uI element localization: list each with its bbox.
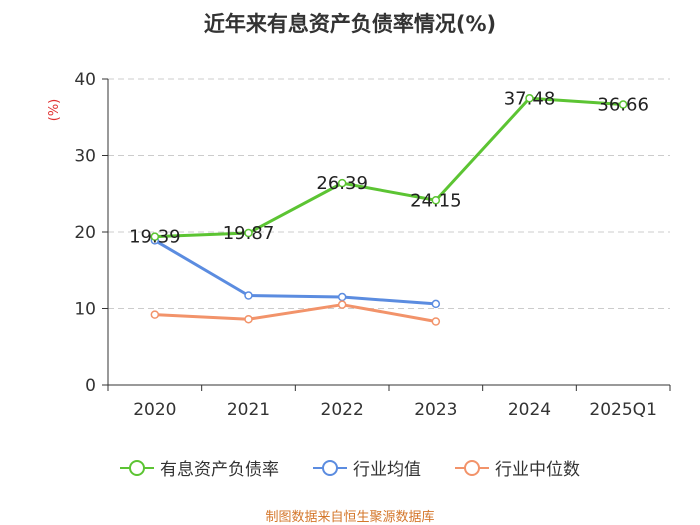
legend-item-industry-mean[interactable]: 行业均值	[313, 455, 421, 480]
y-axis-label: (%)	[47, 99, 62, 122]
data-point	[431, 317, 441, 326]
source-note: 制图数据来自恒生聚源数据库	[265, 510, 435, 525]
series-line	[154, 303, 437, 323]
x-tick-label: 2021	[227, 400, 270, 420]
x-tick-label: 2020	[133, 400, 176, 420]
legend-swatch-orange	[455, 459, 489, 476]
legend-label: 行业中位数	[495, 460, 580, 480]
data-point	[150, 232, 160, 241]
data-point	[431, 299, 441, 309]
data-point	[525, 94, 534, 103]
data-labels: 19.39 19.87 26.39 24.15 37.48 36.66	[129, 88, 649, 247]
data-point	[431, 196, 441, 205]
legend-label: 有息资产负债率	[160, 460, 279, 480]
legend-swatch-green	[120, 459, 154, 476]
y-tick-label: 10	[74, 300, 96, 320]
data-label: 36.66	[597, 95, 649, 116]
data-point	[337, 178, 347, 188]
y-tick-label: 40	[74, 70, 96, 90]
y-tick-label: 0	[85, 376, 96, 396]
data-point	[618, 100, 628, 109]
data-label: 19.39	[129, 227, 181, 248]
data-point	[244, 314, 253, 324]
data-point	[150, 310, 160, 319]
data-label: 19.87	[223, 223, 275, 244]
x-tick-label: 2025Q1	[589, 400, 656, 420]
legend-swatch-blue	[313, 459, 347, 476]
legend-item-industry-median[interactable]: 行业中位数	[455, 455, 580, 480]
data-point	[244, 291, 253, 300]
legend-label: 行业均值	[353, 460, 421, 480]
data-label: 24.15	[410, 190, 462, 211]
data-label: 26.39	[316, 173, 368, 194]
data-point	[337, 292, 347, 302]
data-point	[337, 300, 347, 309]
legend-item-interest-debt-ratio[interactable]: 有息资产负债率	[120, 455, 279, 480]
x-tick-label: 2024	[508, 400, 551, 420]
y-tick-label: 20	[74, 223, 96, 243]
legend: 有息资产负债率 行业均值 行业中位数	[0, 455, 700, 480]
chart-title: 近年来有息资产负债率情况(%)	[203, 12, 497, 36]
grid-lines	[108, 78, 670, 309]
axes: 0 10 20 30 40 (%) 2020 2021 2022 2023 2024 2025Q1	[47, 70, 671, 420]
data-label: 37.48	[504, 88, 556, 109]
series-line	[154, 239, 436, 306]
x-tick-label: 2023	[414, 400, 457, 420]
y-tick-label: 30	[74, 147, 96, 167]
series-lines	[150, 94, 628, 326]
data-point	[244, 228, 253, 238]
series-line	[154, 96, 624, 239]
x-tick-label: 2022	[321, 400, 364, 420]
